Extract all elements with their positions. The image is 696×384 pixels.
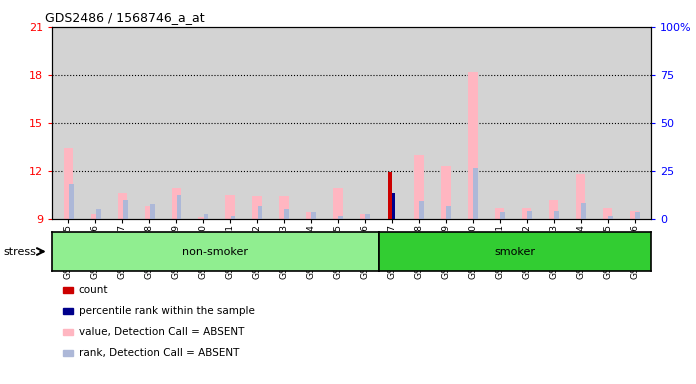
Bar <box>118 193 127 219</box>
Text: value, Detection Call = ABSENT: value, Detection Call = ABSENT <box>79 327 244 337</box>
Bar <box>338 216 343 219</box>
Bar <box>365 214 370 219</box>
Bar <box>230 216 235 219</box>
Bar <box>204 214 208 219</box>
Text: rank, Detection Call = ABSENT: rank, Detection Call = ABSENT <box>79 348 239 358</box>
Bar <box>500 212 505 219</box>
Text: stress: stress <box>3 247 36 257</box>
Bar <box>306 212 316 219</box>
Bar <box>608 216 613 219</box>
Bar <box>333 189 342 219</box>
Bar <box>495 208 505 219</box>
Bar <box>361 214 370 219</box>
Bar <box>635 212 640 219</box>
Bar <box>603 208 612 219</box>
Bar <box>253 197 262 219</box>
Bar <box>90 214 100 219</box>
Bar <box>473 168 478 219</box>
Bar <box>554 211 559 219</box>
Bar <box>96 209 101 219</box>
Bar <box>279 197 289 219</box>
Bar <box>63 149 73 219</box>
Bar <box>522 208 532 219</box>
Bar <box>581 203 586 219</box>
Text: GDS2486 / 1568746_a_at: GDS2486 / 1568746_a_at <box>45 12 205 25</box>
Bar <box>145 206 154 219</box>
Bar <box>258 206 262 219</box>
Bar <box>177 195 182 219</box>
Bar <box>226 195 235 219</box>
Bar <box>549 200 558 219</box>
Bar <box>392 193 395 219</box>
Bar <box>122 200 127 219</box>
Bar <box>388 172 392 219</box>
Bar <box>150 204 155 219</box>
Bar <box>285 209 290 219</box>
Bar <box>527 211 532 219</box>
Text: percentile rank within the sample: percentile rank within the sample <box>79 306 255 316</box>
Bar <box>630 211 640 219</box>
Bar <box>576 174 585 219</box>
Bar <box>446 206 451 219</box>
Bar <box>198 217 208 219</box>
Bar <box>441 166 450 219</box>
Bar <box>414 155 424 219</box>
Text: smoker: smoker <box>494 247 535 257</box>
Bar <box>468 72 477 219</box>
Text: non-smoker: non-smoker <box>182 247 248 257</box>
Text: count: count <box>79 285 108 295</box>
Bar <box>311 212 316 219</box>
Bar <box>171 189 181 219</box>
Bar <box>69 184 74 219</box>
Bar <box>419 201 424 219</box>
